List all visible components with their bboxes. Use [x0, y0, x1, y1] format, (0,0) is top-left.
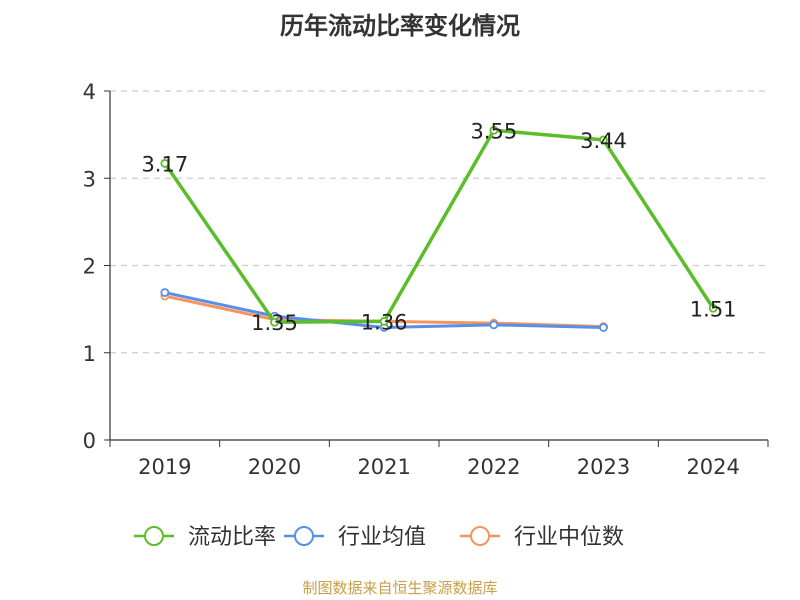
y-tick-label: 1	[83, 342, 96, 366]
y-tick-label: 2	[83, 255, 96, 279]
x-tick-label: 2020	[248, 455, 301, 479]
data-point	[160, 288, 170, 297]
x-tick-label: 2022	[467, 455, 520, 479]
data-point	[708, 303, 718, 313]
data-point	[270, 317, 279, 327]
y-tick-label: 0	[83, 429, 96, 453]
legend-label: 行业均值	[338, 525, 426, 550]
gridlines	[110, 90, 768, 354]
series-lines	[160, 125, 718, 332]
x-tick-label: 2024	[686, 455, 739, 479]
legend: 流动比率 行业均值 行业中位数	[134, 525, 624, 550]
data-point	[489, 320, 499, 330]
series-line	[163, 128, 715, 324]
data-point	[160, 159, 170, 168]
data-point	[379, 316, 389, 326]
y-tick-label: 3	[83, 167, 96, 191]
x-tick-label: 2023	[577, 455, 630, 479]
data-labels: 3.17 1.35 1.36 3.55 3.44 1.51	[141, 119, 736, 335]
data-label: 1.51	[690, 297, 737, 321]
data-point	[599, 135, 608, 145]
data-point	[489, 125, 499, 135]
data-label: 1.35	[251, 311, 298, 335]
source-note: 制图数据来自恒生聚源数据库	[302, 579, 498, 597]
data-point	[599, 323, 608, 332]
axes: 0 1 2 3 4 2019 2020 2021 2022 2023 2024	[83, 80, 769, 479]
legend-swatch-marker	[470, 526, 490, 546]
data-label: 3.17	[141, 152, 188, 176]
data-label: 3.44	[580, 129, 627, 153]
x-tick-label: 2019	[138, 455, 191, 479]
data-label: 1.36	[361, 310, 408, 334]
legend-swatch-marker	[144, 526, 164, 546]
chart-title: 历年流动比率变化情况	[280, 12, 520, 40]
legend-swatch-marker	[294, 526, 314, 546]
x-tick-label: 2021	[357, 455, 410, 479]
y-tick-label: 4	[83, 80, 96, 104]
legend-label: 行业中位数	[514, 525, 624, 550]
data-label: 3.55	[470, 119, 517, 143]
legend-label: 流动比率	[188, 525, 276, 550]
